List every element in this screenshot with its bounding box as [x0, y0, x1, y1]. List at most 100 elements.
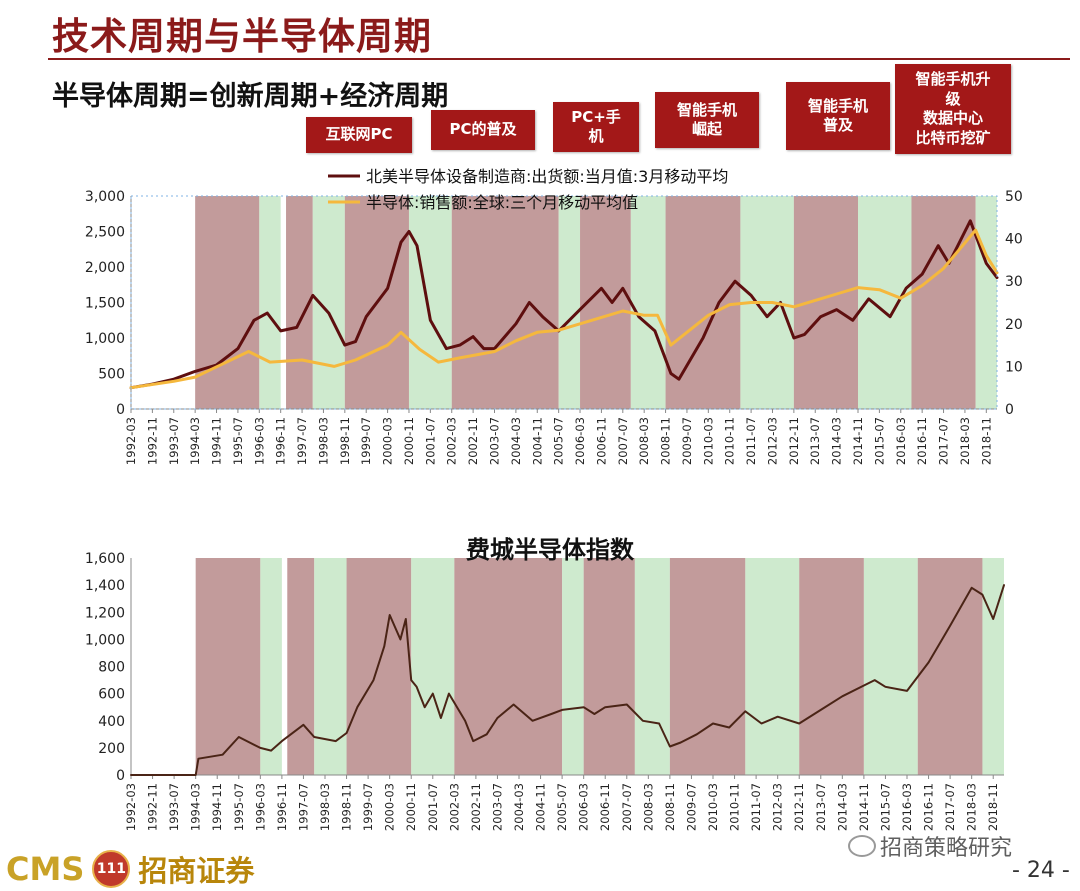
- x-tick-label-33: 2014-03: [835, 783, 849, 831]
- x-tick-label-20: 2005-07: [552, 417, 566, 465]
- x-tick-label-16: 2002-11: [466, 417, 480, 465]
- x-tick-label-15: 2002-03: [447, 783, 461, 831]
- x-tick-label-34: 2014-11: [851, 417, 865, 465]
- x-tick-label-13: 2000-11: [404, 783, 418, 831]
- global-sales-line: [129, 228, 999, 390]
- x-tick-label-25: 2008-11: [663, 783, 677, 831]
- x-tick-label-17: 2003-07: [490, 783, 504, 831]
- x-tick-label-37: 2016-11: [915, 417, 929, 465]
- x-tick-label-1: 1992-11: [146, 783, 160, 831]
- y-tick-label-left-3: 1,500: [85, 296, 125, 312]
- shade-band-green-9: [634, 558, 670, 775]
- x-tick-label-35: 2015-07: [878, 783, 892, 831]
- x-tick-label-24: 2008-03: [637, 417, 651, 465]
- y-tick-label-left-7: 1,400: [85, 578, 125, 594]
- x-tick-label-2: 1993-07: [167, 783, 181, 831]
- shade-band-red-0: [195, 558, 261, 775]
- y-tick-label-left-2: 1,000: [85, 331, 125, 347]
- x-tick-label-29: 2011-07: [749, 783, 763, 831]
- shade-band-red-2: [287, 558, 315, 775]
- x-tick-label-26: 2009-07: [680, 417, 694, 465]
- shade-band-red-6: [451, 196, 559, 409]
- y-tick-label-left-6: 3,000: [85, 189, 125, 205]
- y-tick-label-right-4: 40: [1005, 232, 1023, 248]
- shade-band-red-14: [917, 558, 983, 775]
- x-tick-label-7: 1996-11: [275, 783, 289, 831]
- phase-label-smartphone-upgrade: 智能手机升 级 数据中心 比特币挖矿: [895, 64, 1011, 154]
- x-tick-label-8: 1997-07: [295, 417, 309, 465]
- x-tick-label-23: 2007-07: [620, 783, 634, 831]
- x-tick-label-10: 1998-11: [340, 783, 354, 831]
- x-tick-label-36: 2016-03: [900, 783, 914, 831]
- shade-band-green-3: [314, 558, 347, 775]
- shade-band-red-6: [454, 558, 563, 775]
- page-title: 技术周期与半导体周期: [52, 15, 432, 58]
- shade-band-green-13: [863, 558, 918, 775]
- cms-medal-icon: 111: [92, 850, 131, 888]
- shade-band-green-9: [630, 196, 666, 409]
- shade-band-green-1: [260, 558, 282, 775]
- x-tick-label-26: 2009-07: [684, 783, 698, 831]
- x-tick-label-21: 2006-03: [573, 417, 587, 465]
- y-tick-label-left-0: 0: [116, 402, 125, 418]
- x-tick-label-28: 2010-11: [728, 783, 742, 831]
- shade-band-green-1: [259, 196, 281, 409]
- x-tick-label-2: 1993-07: [167, 417, 181, 465]
- x-tick-label-19: 2004-11: [530, 417, 544, 465]
- x-tick-label-34: 2014-11: [857, 783, 871, 831]
- x-tick-label-3: 1994-03: [188, 417, 202, 465]
- x-tick-label-37: 2016-11: [922, 783, 936, 831]
- y-tick-label-left-1: 500: [98, 367, 125, 383]
- cms-logo-text: CMS: [6, 850, 85, 888]
- legend-label-equipment: 北美半导体设备制造商:出货额:当月值:3月移动平均: [366, 167, 728, 186]
- shade-band-red-12: [799, 558, 864, 775]
- y-tick-label-right-5: 50: [1005, 189, 1023, 205]
- x-tick-label-23: 2007-07: [616, 417, 630, 465]
- phase-label-smartphone-popularization: 智能手机 普及: [786, 82, 890, 150]
- x-tick-label-32: 2013-07: [814, 783, 828, 831]
- x-tick-label-13: 2000-11: [402, 417, 416, 465]
- cms-logo: CMS 111 招商证券: [6, 848, 254, 890]
- x-tick-label-14: 2001-07: [423, 417, 437, 465]
- x-tick-label-18: 2004-03: [509, 417, 523, 465]
- phase-label-smartphone-rise: 智能手机 崛起: [655, 92, 759, 148]
- x-tick-label-5: 1995-07: [232, 783, 246, 831]
- x-tick-label-0: 1992-03: [124, 783, 138, 831]
- x-tick-label-6: 1996-03: [253, 783, 267, 831]
- x-tick-label-3: 1994-03: [189, 783, 203, 831]
- x-tick-label-27: 2010-03: [706, 783, 720, 831]
- x-tick-label-32: 2013-07: [808, 417, 822, 465]
- x-tick-label-25: 2008-11: [659, 417, 673, 465]
- x-tick-label-22: 2006-11: [598, 783, 612, 831]
- title-divider: [48, 58, 1070, 60]
- y-tick-label-left-3: 600: [98, 687, 125, 703]
- x-tick-label-1: 1992-11: [145, 417, 159, 465]
- x-tick-label-4: 1994-11: [210, 783, 224, 831]
- x-tick-label-7: 1996-11: [274, 417, 288, 465]
- x-tick-label-11: 1999-07: [359, 417, 373, 465]
- plot-area-outline: [130, 195, 998, 410]
- x-tick-label-0: 1992-03: [124, 417, 138, 465]
- x-tick-label-4: 1994-11: [210, 417, 224, 465]
- watermark-text: 招商策略研究: [880, 836, 1013, 861]
- y-tick-label-left-6: 1,200: [85, 605, 125, 621]
- shade-band-red-10: [669, 558, 746, 775]
- x-tick-label-18: 2004-03: [512, 783, 526, 831]
- x-tick-label-17: 2003-07: [488, 417, 502, 465]
- y-tick-label-left-2: 400: [98, 714, 125, 730]
- sox-chart-title: 费城半导体指数: [466, 536, 635, 564]
- x-tick-label-6: 1996-03: [252, 417, 266, 465]
- shade-band-red-10: [665, 196, 741, 409]
- x-tick-label-20: 2005-07: [555, 783, 569, 831]
- x-tick-label-14: 2001-07: [426, 783, 440, 831]
- x-tick-label-9: 1998-03: [318, 783, 332, 831]
- x-tick-label-10: 1998-11: [338, 417, 352, 465]
- x-tick-label-30: 2012-03: [771, 783, 785, 831]
- shade-band-red-4: [346, 558, 412, 775]
- wechat-icon: [848, 835, 876, 857]
- x-tick-label-35: 2015-07: [872, 417, 886, 465]
- x-tick-label-11: 1999-07: [361, 783, 375, 831]
- x-tick-label-9: 1998-03: [316, 417, 330, 465]
- y-tick-label-right-2: 20: [1005, 317, 1023, 333]
- y-tick-label-left-4: 2,000: [85, 260, 125, 276]
